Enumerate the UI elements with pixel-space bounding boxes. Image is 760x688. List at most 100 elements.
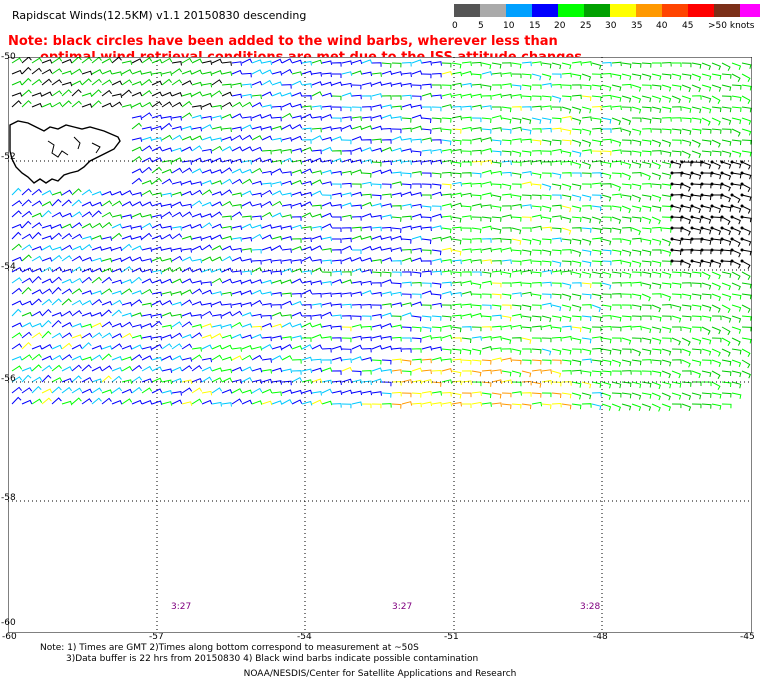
wind-barb	[391, 302, 403, 307]
wind-barb	[631, 216, 642, 223]
wind-barb	[191, 213, 203, 218]
wind-barb	[191, 398, 203, 405]
wind-barb	[381, 146, 393, 152]
wind-barb	[522, 227, 532, 232]
wind-barb	[511, 238, 522, 245]
wind-barb	[591, 370, 602, 376]
wind-barb	[391, 205, 402, 210]
wind-barb	[441, 348, 452, 354]
wind-barb	[321, 292, 332, 298]
wind-barb	[721, 161, 732, 169]
wind-barb	[241, 168, 253, 174]
wind-barb	[321, 201, 333, 207]
wind-barb	[101, 353, 112, 361]
wind-barb	[251, 325, 262, 331]
wind-barb	[371, 359, 382, 365]
wind-barb	[231, 61, 242, 66]
wind-barb	[411, 59, 423, 64]
wind-barb	[531, 105, 542, 111]
wind-barb	[91, 366, 103, 372]
wind-barb	[501, 83, 512, 88]
wind-barb	[451, 115, 463, 121]
wind-barb	[332, 238, 342, 243]
wind-barb	[541, 249, 552, 256]
wind-barb	[311, 179, 323, 185]
wind-barb	[351, 280, 363, 286]
wind-barb	[281, 344, 293, 350]
wind-barb	[661, 73, 672, 80]
wind-barb	[591, 282, 602, 288]
wind-barb	[81, 223, 93, 229]
wind-barb	[721, 139, 732, 146]
wind-barb	[591, 336, 602, 341]
wind-barb	[21, 311, 33, 317]
wind-barb	[191, 280, 203, 285]
wind-barb	[301, 139, 312, 144]
wind-barb	[61, 189, 73, 196]
wind-barb	[551, 227, 562, 233]
wind-barb	[591, 105, 602, 111]
wind-barb	[181, 299, 193, 306]
wind-barb	[501, 214, 513, 219]
wind-barb	[111, 333, 123, 339]
wind-barb	[731, 128, 741, 137]
wind-barb	[81, 290, 93, 295]
wind-barb	[101, 102, 113, 108]
wind-barb	[391, 62, 402, 68]
wind-barb	[71, 89, 82, 97]
wind-barb	[621, 315, 632, 321]
wind-barb	[711, 359, 722, 367]
wind-barb	[601, 72, 612, 78]
wind-barb	[91, 378, 103, 383]
wind-barb	[101, 58, 113, 64]
contamination-dot	[730, 182, 734, 186]
wind-barb	[621, 293, 632, 299]
wind-barb	[431, 205, 442, 211]
contamination-dot	[720, 237, 724, 241]
contamination-dot	[700, 171, 704, 175]
wind-barb	[401, 238, 412, 244]
wind-barb	[81, 388, 93, 394]
wind-barb	[211, 344, 223, 350]
wind-barb	[741, 139, 752, 145]
wind-barb	[441, 367, 453, 373]
wind-barb	[291, 345, 303, 350]
wind-barb	[51, 354, 63, 361]
wind-barb	[241, 215, 252, 221]
wind-barb	[671, 106, 682, 111]
wind-barb	[731, 326, 742, 334]
wind-barb	[221, 113, 233, 119]
wind-barb	[621, 337, 632, 345]
wind-barb	[441, 247, 453, 253]
wind-barb	[51, 254, 62, 262]
wind-barb	[331, 249, 342, 254]
wind-barb	[361, 193, 372, 199]
wind-barb	[71, 344, 83, 350]
wind-barb	[191, 223, 203, 229]
contamination-dot	[670, 237, 674, 241]
wind-barb	[191, 114, 203, 120]
wind-barb	[661, 392, 671, 401]
wind-barb	[561, 128, 572, 135]
wind-barb	[681, 227, 691, 236]
wind-barb	[631, 281, 642, 287]
legend-color-swatch	[584, 4, 610, 17]
wind-barb	[181, 125, 193, 131]
wind-barb	[51, 79, 63, 86]
wind-barb	[211, 180, 223, 185]
wind-barb	[71, 57, 82, 64]
wind-barb	[501, 160, 512, 165]
wind-barb	[571, 348, 582, 354]
wind-barb	[291, 377, 303, 383]
wind-barb	[671, 315, 682, 323]
wind-barb	[431, 293, 442, 299]
wind-barb	[611, 149, 622, 154]
wind-barb	[541, 216, 552, 223]
wind-barb	[251, 224, 263, 229]
wind-barb	[401, 117, 412, 123]
wind-barb	[451, 271, 462, 277]
wind-barb	[461, 248, 472, 253]
wind-barb	[571, 315, 582, 321]
wind-barb	[221, 323, 233, 329]
wind-barb	[71, 323, 83, 328]
